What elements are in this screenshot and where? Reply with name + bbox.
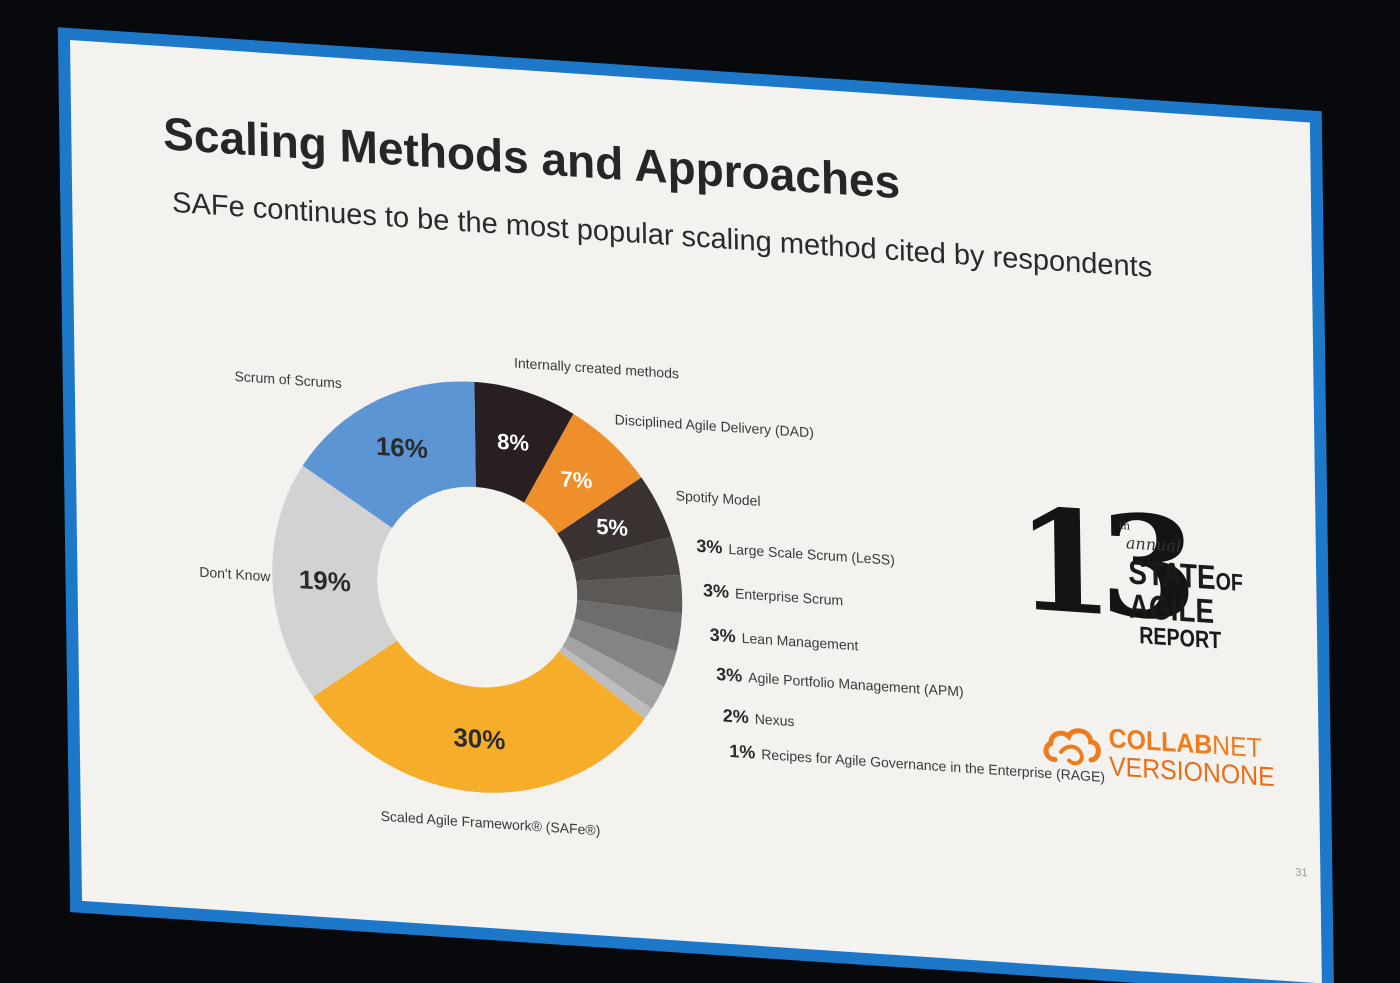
slice-label-enterprise-scrum: Enterprise Scrum bbox=[735, 585, 843, 608]
slice-scrum-of-scrums bbox=[302, 381, 476, 528]
slice-scaled-agile-framework-safe bbox=[313, 640, 645, 793]
logo-superscript: th bbox=[1118, 518, 1131, 533]
collabnet-versionone-logo: COLLABNET VERSIONONE bbox=[1040, 715, 1301, 792]
pct-label-large-scale-scrum-less: 3% bbox=[696, 536, 722, 558]
slice-label-large-scale-scrum-less: Large Scale Scrum (LeSS) bbox=[728, 541, 895, 568]
pct-label-internally-created-methods: 8% bbox=[497, 429, 529, 456]
pct-label-spotify-model: 5% bbox=[596, 514, 628, 541]
slice-nexus bbox=[562, 635, 664, 709]
slice-label-don-t-know: Don't Know bbox=[199, 564, 271, 585]
donut-chart: 8% Internally created methods 7% Discipline… bbox=[199, 355, 1105, 839]
slice-label-scrum-of-scrums: Scrum of Scrums bbox=[234, 368, 342, 391]
slice-disciplined-agile-delivery-dad bbox=[524, 413, 642, 534]
slice-internally-created-methods bbox=[474, 381, 574, 503]
slice-agile-portfolio-management-apm bbox=[568, 618, 677, 687]
slice-spotify-model bbox=[557, 477, 672, 563]
pct-label-agile-portfolio-management-apm: 3% bbox=[716, 664, 742, 686]
pct-label-recipes-for-agile-governance-in-the-enterprise-rage: 1% bbox=[729, 741, 755, 763]
pct-label-nexus: 2% bbox=[723, 705, 749, 727]
pct-label-don-t-know: 19% bbox=[299, 564, 351, 597]
pct-label-enterprise-scrum: 3% bbox=[703, 580, 729, 602]
slice-label-scaled-agile-framework-safe: Scaled Agile Framework® (SAFe®) bbox=[381, 808, 601, 839]
slice-label-spotify-model: Spotify Model bbox=[676, 487, 761, 509]
slice-large-scale-scrum-less bbox=[571, 536, 681, 582]
slice-label-lean-management: Lean Management bbox=[742, 630, 859, 654]
slice-label-internally-created-methods: Internally created methods bbox=[514, 355, 679, 382]
slice-label-disciplined-agile-delivery-dad: Disciplined Agile Delivery (DAD) bbox=[615, 411, 814, 440]
state-of-agile-logo: 13 th annual STATEOF AGILE REPORT bbox=[1015, 478, 1278, 675]
pct-label-scaled-agile-framework-safe: 30% bbox=[453, 722, 505, 755]
pct-label-scrum-of-scrums: 16% bbox=[376, 431, 428, 464]
slice-label-agile-portfolio-management-apm: Agile Portfolio Management (APM) bbox=[748, 669, 964, 699]
slice-enterprise-scrum bbox=[576, 574, 683, 614]
donut-slices bbox=[272, 381, 683, 793]
pct-label-lean-management: 3% bbox=[710, 625, 736, 647]
slide: Scaling Methods and Approaches SAFe cont… bbox=[70, 40, 1322, 983]
slice-label-nexus: Nexus bbox=[755, 711, 795, 730]
cloud-icon bbox=[1043, 728, 1101, 766]
slice-lean-management bbox=[574, 600, 682, 652]
slice-don-t-know bbox=[272, 465, 398, 697]
slice-recipes-for-agile-governance-in-the-enterprise-rage bbox=[558, 646, 652, 719]
logo-annual: annual bbox=[1125, 533, 1182, 556]
pct-label-disciplined-agile-delivery-dad: 7% bbox=[560, 466, 592, 493]
logo-line3: REPORT bbox=[1139, 622, 1222, 655]
page-number: 31 bbox=[1295, 866, 1308, 880]
